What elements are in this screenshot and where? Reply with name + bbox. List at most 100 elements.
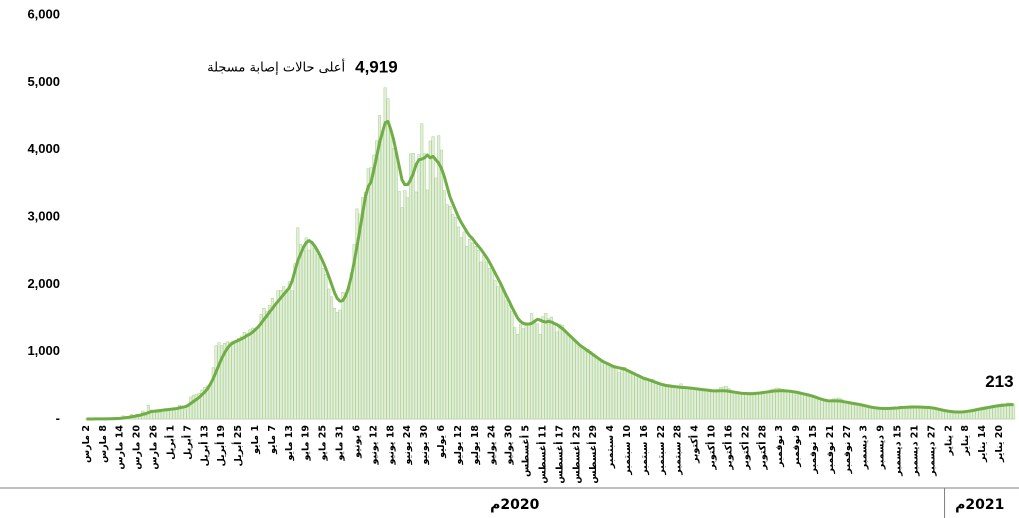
bar bbox=[662, 384, 666, 420]
bar bbox=[603, 362, 607, 420]
bar bbox=[778, 388, 782, 420]
bar bbox=[764, 391, 768, 420]
bar bbox=[693, 388, 697, 420]
bar bbox=[431, 136, 435, 420]
x-tick-label: 24 يونيو bbox=[402, 425, 413, 466]
bar bbox=[251, 327, 255, 420]
bar bbox=[377, 115, 382, 420]
y-tick-label: 2,000 bbox=[27, 276, 60, 291]
bar bbox=[290, 290, 294, 420]
bar bbox=[425, 189, 429, 420]
bar bbox=[355, 208, 359, 420]
x-tick-label: 28 سبتمبر bbox=[673, 425, 684, 476]
x-tick-label: 27 نوفمبر bbox=[842, 425, 853, 474]
bar bbox=[504, 300, 508, 420]
bar bbox=[733, 392, 737, 420]
bar bbox=[589, 351, 593, 420]
bar bbox=[479, 261, 483, 420]
bar bbox=[806, 395, 810, 420]
bar bbox=[817, 398, 821, 420]
bar bbox=[566, 334, 570, 420]
bar bbox=[394, 153, 398, 420]
bar bbox=[428, 140, 432, 420]
bar bbox=[592, 355, 596, 420]
bar bbox=[859, 405, 863, 420]
bar bbox=[820, 399, 824, 420]
bar bbox=[552, 324, 556, 420]
bar bbox=[747, 394, 751, 420]
bar bbox=[220, 345, 224, 420]
bar bbox=[842, 400, 847, 420]
bar bbox=[594, 356, 599, 420]
bar bbox=[724, 385, 728, 420]
bar bbox=[225, 341, 229, 420]
bar bbox=[845, 402, 849, 420]
bar bbox=[637, 376, 641, 420]
bar bbox=[448, 206, 452, 420]
bar bbox=[640, 377, 644, 420]
bar bbox=[583, 350, 587, 420]
bar bbox=[149, 409, 153, 420]
bar bbox=[456, 226, 460, 420]
bar bbox=[1006, 402, 1010, 420]
x-tick-label: 16 سبتمبر bbox=[639, 425, 650, 476]
bar bbox=[749, 395, 754, 420]
bar bbox=[411, 153, 415, 420]
y-tick-label: - bbox=[56, 410, 60, 425]
bar bbox=[978, 407, 982, 420]
bar bbox=[386, 98, 390, 420]
bar bbox=[208, 383, 212, 420]
bar bbox=[727, 388, 731, 420]
bar bbox=[408, 153, 413, 420]
x-tick-label: 23 أغسطس bbox=[569, 425, 582, 484]
bar bbox=[882, 408, 886, 420]
bar bbox=[766, 391, 770, 420]
x-tick-label: 27 ديسمبر bbox=[926, 425, 937, 477]
bar bbox=[194, 394, 198, 420]
bar bbox=[795, 392, 799, 420]
x-tick-label: 2 يناير bbox=[943, 425, 954, 456]
bar bbox=[437, 135, 441, 420]
bar bbox=[287, 281, 291, 420]
bar bbox=[262, 307, 266, 420]
bar bbox=[800, 394, 804, 420]
bar bbox=[848, 402, 852, 420]
bar bbox=[563, 330, 568, 420]
bar bbox=[406, 197, 410, 420]
x-tick-label: 13 أبريل bbox=[197, 425, 210, 466]
bar bbox=[482, 255, 486, 420]
bar bbox=[521, 328, 525, 420]
bar bbox=[403, 190, 407, 420]
year-label: 2020م bbox=[490, 497, 539, 513]
bar bbox=[358, 213, 362, 420]
bar bbox=[924, 407, 928, 420]
bar bbox=[462, 231, 466, 420]
bar bbox=[656, 382, 661, 420]
bar bbox=[769, 389, 773, 420]
bar bbox=[383, 87, 387, 420]
bar bbox=[510, 311, 514, 420]
bar bbox=[423, 153, 427, 420]
bar bbox=[237, 338, 241, 420]
bar bbox=[175, 409, 179, 420]
x-tick-label: 4 سبتمبر bbox=[605, 425, 616, 470]
bar bbox=[642, 379, 646, 420]
x-tick-label: 24 يوليو bbox=[487, 425, 498, 466]
bar bbox=[685, 388, 689, 420]
bar bbox=[369, 167, 373, 420]
bar bbox=[282, 286, 286, 420]
bar bbox=[231, 340, 235, 420]
bar bbox=[372, 154, 376, 420]
bar bbox=[828, 399, 832, 420]
bar bbox=[279, 290, 283, 420]
bar bbox=[268, 305, 272, 420]
bar bbox=[792, 391, 796, 420]
bar bbox=[600, 359, 604, 420]
bar bbox=[673, 387, 677, 420]
bar bbox=[741, 394, 745, 420]
bar bbox=[380, 131, 384, 420]
bar bbox=[487, 268, 491, 420]
bar bbox=[527, 322, 531, 420]
bar bbox=[744, 394, 748, 420]
bar bbox=[1012, 404, 1016, 420]
